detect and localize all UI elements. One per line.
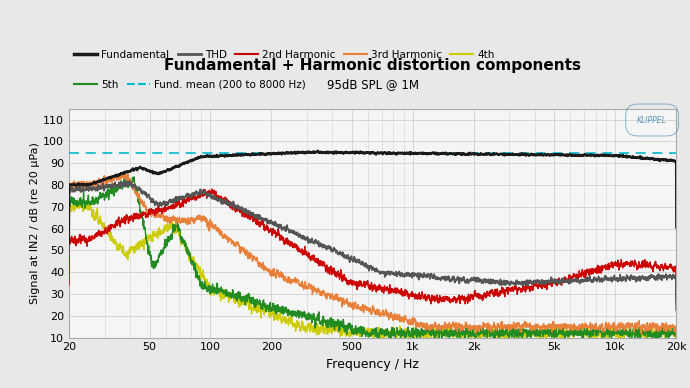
X-axis label: Frequency / Hz: Frequency / Hz [326, 358, 419, 371]
Y-axis label: Signal at IN2 / dB (re 20 μPa): Signal at IN2 / dB (re 20 μPa) [30, 142, 40, 304]
Text: 95dB SPL @ 1M: 95dB SPL @ 1M [326, 78, 419, 91]
Text: KLIPPEL: KLIPPEL [638, 116, 667, 125]
Legend: 5th, Fund. mean (200 to 8000 Hz): 5th, Fund. mean (200 to 8000 Hz) [75, 80, 306, 90]
Title: Fundamental + Harmonic distortion components: Fundamental + Harmonic distortion compon… [164, 58, 581, 73]
